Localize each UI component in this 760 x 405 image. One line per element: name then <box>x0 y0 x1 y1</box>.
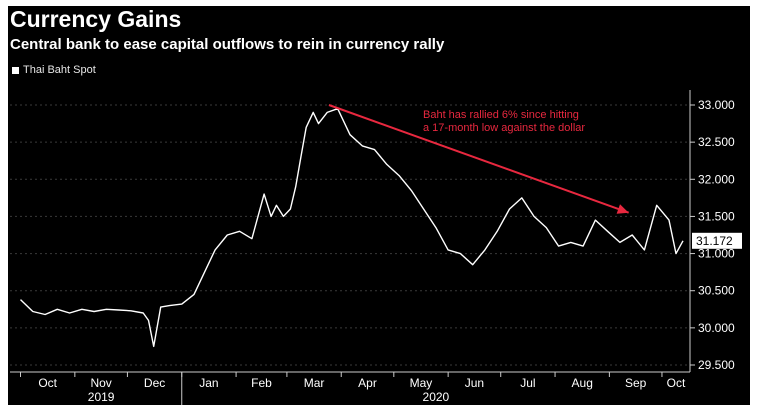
last-value-label: 31.172 <box>696 234 733 248</box>
y-tick-label: 31.500 <box>698 209 735 223</box>
y-tick-label: 30.500 <box>698 284 735 298</box>
x-tick-label: May <box>410 376 433 390</box>
y-tick-label: 31.000 <box>698 247 735 261</box>
annotation-arrow-line <box>328 104 629 214</box>
y-tick-label: 29.500 <box>698 358 735 372</box>
annotation-text-line-2: a 17-month low against the dollar <box>423 122 585 134</box>
x-tick-label: Jun <box>465 376 484 390</box>
x-tick-label: Jul <box>520 376 535 390</box>
x-tick-label: Oct <box>38 376 57 390</box>
legend-swatch <box>12 66 19 74</box>
annotation-arrow-head <box>616 204 629 214</box>
x-tick-label: Dec <box>144 376 165 390</box>
x-tick-label: Oct <box>667 376 686 390</box>
chart-legend: Thai Baht Spot <box>12 64 96 76</box>
x-tick-label: Sep <box>625 376 647 390</box>
series-line-thai-baht-spot <box>20 107 684 348</box>
y-tick-label: 33.000 <box>698 98 735 112</box>
last-value-tag <box>692 232 742 249</box>
x-tick-label: Aug <box>572 376 593 390</box>
chart-subtitle: Central bank to ease capital outflows to… <box>10 36 445 53</box>
x-tick-label: Nov <box>90 376 111 390</box>
y-tick-label: 32.000 <box>698 172 735 186</box>
x-tick-label: Mar <box>304 376 325 390</box>
chart-panel <box>8 6 750 405</box>
y-tick-label: 30.000 <box>698 321 735 335</box>
x-tick-label: Feb <box>251 376 272 390</box>
legend-label: Thai Baht Spot <box>23 64 96 76</box>
x-tick-label: Apr <box>358 376 377 390</box>
y-tick-label: 32.500 <box>698 135 735 149</box>
chart-title: Currency Gains <box>10 6 182 32</box>
x-year-label: 2020 <box>423 390 450 404</box>
x-tick-label: Jan <box>199 376 218 390</box>
annotation-text-line-1: Baht has rallied 6% since hitting <box>423 109 579 121</box>
x-year-label: 2019 <box>88 390 115 404</box>
